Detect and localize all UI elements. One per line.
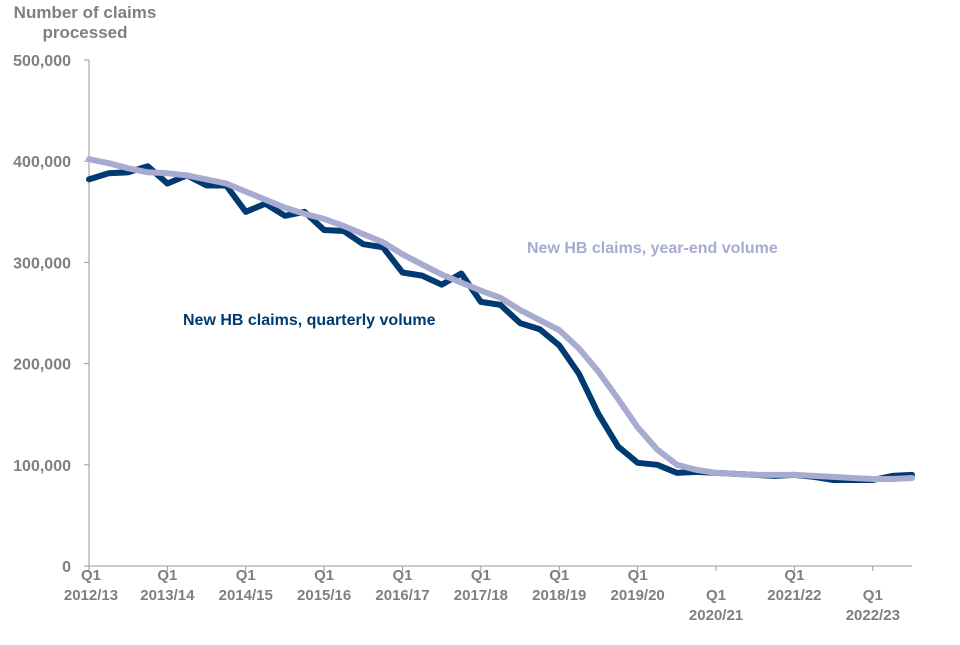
x-tick-label-quarter: Q1: [471, 567, 491, 584]
y-tick-label: 300,000: [13, 255, 71, 272]
x-tick-label-year: 2015/16: [297, 587, 351, 604]
series-label-year-end: New HB claims, year-end volume: [527, 240, 778, 257]
x-tick-label-quarter: Q1: [314, 567, 334, 584]
x-tick-label-quarter: Q1: [784, 567, 804, 584]
x-tick-label-year: 2019/20: [611, 587, 665, 604]
y-axis-ticks: 0 100,000 200,000 300,000 400,000 500,000: [13, 53, 89, 576]
x-tick-label-year: 2020/21: [689, 607, 743, 624]
y-tick-label: 100,000: [13, 458, 71, 475]
x-tick-label-quarter: Q1: [157, 567, 177, 584]
series-lines: [86, 156, 915, 483]
x-tick-label-year: 2021/22: [767, 587, 821, 604]
y-tick-label: 500,000: [13, 53, 71, 70]
x-tick-label-quarter: Q1: [236, 567, 256, 584]
y-tick-label: 400,000: [13, 154, 71, 171]
y-tick-label: 0: [62, 559, 71, 576]
x-tick-label-quarter: Q1: [863, 587, 883, 604]
x-tick-label-year: 2017/18: [454, 587, 508, 604]
x-tick-label-quarter: Q1: [706, 587, 726, 604]
x-tick-label-year: 2022/23: [846, 607, 900, 624]
y-axis-title-line2: processed: [42, 23, 127, 42]
x-tick-label-year: 2018/19: [532, 587, 586, 604]
x-tick-label-quarter: Q1: [549, 567, 569, 584]
x-tick-label-quarter: Q1: [393, 567, 413, 584]
series-line-year-end: [86, 156, 915, 482]
x-tick-label-quarter: Q1: [81, 567, 101, 584]
x-tick-label-year: 2013/14: [140, 587, 195, 604]
x-axis-ticks: Q1 2012/13 Q1 2013/14 Q1 2014/15 Q1 2015/16 Q1 20…: [64, 566, 900, 624]
y-axis-title-line1: Number of claims: [14, 3, 157, 22]
y-tick-label: 200,000: [13, 357, 71, 374]
series-label-quarterly: New HB claims, quarterly volume: [183, 312, 436, 329]
x-tick-label-year: 2016/17: [375, 587, 429, 604]
x-tick-label-year: 2014/15: [219, 587, 273, 604]
x-tick-label-quarter: Q1: [628, 567, 648, 584]
x-tick-label-year: 2012/13: [64, 587, 118, 604]
